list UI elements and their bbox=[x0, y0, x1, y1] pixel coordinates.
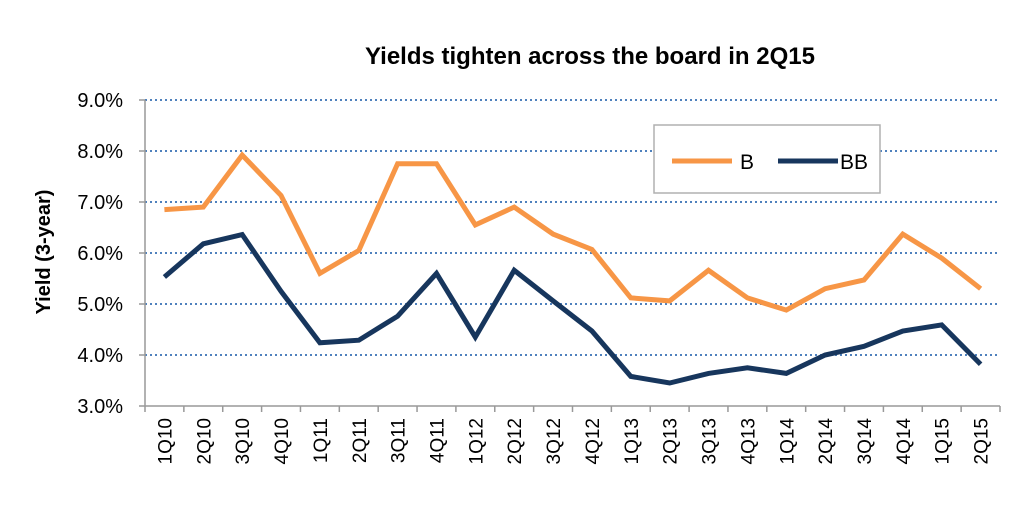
x-tick-label: 4Q12 bbox=[583, 418, 604, 464]
y-tick-label: 5.0% bbox=[77, 294, 123, 316]
x-tick-label: 4Q13 bbox=[738, 418, 759, 464]
x-tick-label: 2Q14 bbox=[816, 418, 837, 465]
legend-label-b: B bbox=[740, 151, 754, 174]
x-tick-labels: 1Q10 2Q10 3Q10 4Q10 1Q11 2Q11 3Q11 4Q11 1Q12 2Q12… bbox=[155, 418, 992, 465]
x-tick-label: 1Q15 bbox=[933, 418, 954, 464]
y-tick-labels: 3.0% 4.0% 5.0% 6.0% 7.0% 8.0% 9.0% bbox=[77, 90, 123, 418]
x-tick-label: 2Q13 bbox=[661, 418, 682, 464]
y-tick-label: 4.0% bbox=[77, 345, 123, 367]
series-lines bbox=[162, 151, 983, 386]
x-tick-label: 3Q10 bbox=[233, 418, 254, 464]
x-tick-label: 2Q11 bbox=[350, 418, 371, 463]
series-line-bb bbox=[162, 231, 983, 386]
x-tick-label: 4Q10 bbox=[272, 418, 293, 464]
legend: B BB bbox=[653, 124, 881, 194]
x-tick-label: 3Q14 bbox=[855, 418, 876, 465]
x-tick-label: 4Q11 bbox=[427, 418, 448, 463]
x-tick-label: 2Q10 bbox=[194, 418, 215, 464]
y-tick-label: 6.0% bbox=[77, 243, 123, 265]
x-tick-label: 1Q12 bbox=[466, 418, 487, 464]
x-tick-label: 2Q12 bbox=[505, 418, 526, 464]
chart-title: Yields tighten across the board in 2Q15 bbox=[365, 43, 815, 70]
x-tick-label: 1Q11 bbox=[311, 418, 332, 463]
y-axis-label: Yield (3-year) bbox=[33, 190, 55, 315]
x-tick-label: 1Q10 bbox=[155, 418, 176, 464]
axes bbox=[139, 99, 1001, 412]
y-tick-label: 7.0% bbox=[77, 192, 123, 214]
series-line-b bbox=[164, 151, 983, 313]
x-tick-label: 3Q12 bbox=[544, 418, 565, 464]
x-tick-label: 3Q13 bbox=[700, 418, 721, 464]
x-tick-label: 1Q14 bbox=[777, 418, 798, 465]
y-tick-label: 8.0% bbox=[77, 141, 123, 163]
x-tick-label: 2Q15 bbox=[972, 418, 993, 464]
legend-label-bb: BB bbox=[840, 151, 868, 174]
x-tick-label: 3Q11 bbox=[389, 418, 410, 463]
x-tick-label: 4Q14 bbox=[894, 418, 915, 465]
x-tick-label: 1Q13 bbox=[622, 418, 643, 464]
y-tick-label: 9.0% bbox=[77, 90, 123, 112]
y-tick-label: 3.0% bbox=[77, 396, 123, 418]
